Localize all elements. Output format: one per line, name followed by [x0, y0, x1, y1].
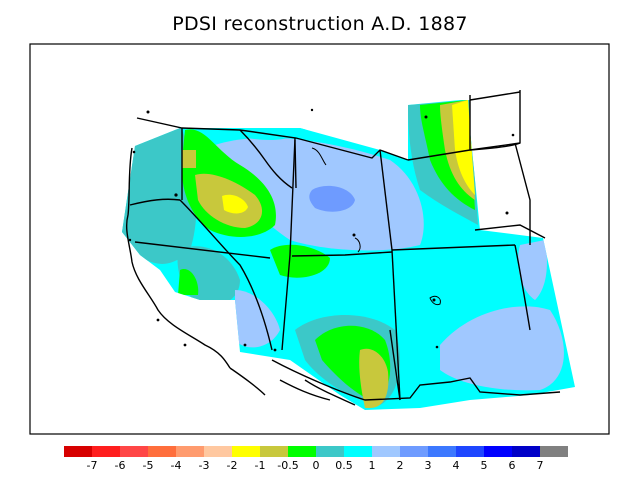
colorbar-swatch — [540, 446, 568, 457]
colorbar-tick-label: -5 — [143, 459, 154, 472]
colorbar-tick-label: 4 — [453, 459, 460, 472]
colorbar-tick-label: 7 — [537, 459, 544, 472]
colorbar-swatch — [288, 446, 316, 457]
colorbar-tick-label: 1 — [369, 459, 376, 472]
colorbar-swatch — [148, 446, 176, 457]
colorbar-tick-label: -1 — [255, 459, 266, 472]
colorbar-swatch — [260, 446, 288, 457]
colorbar-swatch — [512, 446, 540, 457]
colorbar-swatch — [64, 446, 92, 457]
colorbar-tick-label: 0 — [313, 459, 320, 472]
colorbar-swatch — [316, 446, 344, 457]
state-boundaries — [125, 90, 561, 406]
colorbar-labels: -7 -6 -5 -4 -3 -2 -1 -0.5 0 0.5 1 2 3 4 5 6 7 — [87, 459, 544, 472]
colorbar-tick-label: -4 — [171, 459, 182, 472]
colorbar-tick-label: 3 — [425, 459, 432, 472]
colorbar-tick-label: 6 — [509, 459, 516, 472]
colorbar-tick-label: -2 — [227, 459, 238, 472]
colorbar-swatch — [456, 446, 484, 457]
colorbar-tick-label: 0.5 — [335, 459, 353, 472]
colorbar-swatch — [344, 446, 372, 457]
colorbar-swatch — [484, 446, 512, 457]
colorbar-tick-label: 5 — [481, 459, 488, 472]
colorbar-tick-label: -0.5 — [277, 459, 298, 472]
colorbar-tick-label: -7 — [87, 459, 98, 472]
colorbar-swatch — [372, 446, 400, 457]
lakes — [128, 108, 515, 352]
colorbar-tick-label: 2 — [397, 459, 404, 472]
colorbar-tick-label: -6 — [115, 459, 126, 472]
pdsi-field — [122, 100, 575, 410]
colorbar-swatch — [232, 446, 260, 457]
colorbar-swatch — [120, 446, 148, 457]
colorbar-swatch — [92, 446, 120, 457]
colorbar-swatch — [204, 446, 232, 457]
colorbar-swatch — [428, 446, 456, 457]
colorbar-tick-label: -3 — [199, 459, 210, 472]
lake-outlines — [311, 147, 441, 306]
colorbar-swatch — [400, 446, 428, 457]
colorbar-swatch — [176, 446, 204, 457]
colorbar — [64, 446, 568, 457]
map-title: PDSI reconstruction A.D. 1887 — [172, 13, 468, 35]
